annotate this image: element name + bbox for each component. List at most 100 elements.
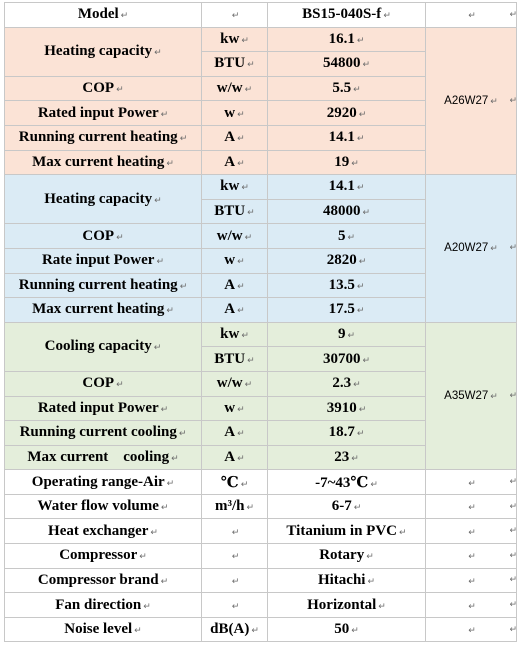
table-row: BTU ↵ 54800 ↵	[5, 51, 517, 77]
table-row: COP ↵ w/w ↵ 5.5 ↵	[4, 75, 517, 102]
row-value: 9 ↵	[267, 321, 426, 348]
row-unit: ↵	[201, 567, 268, 594]
table-row: Heating capacity ↵ kw ↵ 14.1 ↵ A20W27 ↵ ↵	[4, 174, 517, 323]
row-unit: A ↵	[201, 124, 268, 151]
table-row: Compressor brand ↵ ↵ Hitachi ↵ ↵ ↵	[4, 567, 517, 594]
row-unit: kw ↵	[201, 174, 268, 200]
row-unit: BTU ↵	[201, 51, 268, 77]
row-value: Hitachi ↵	[267, 567, 426, 594]
row-value: 50 ↵	[267, 616, 426, 643]
table-row: Rated input Power ↵ w ↵ 3910 ↵	[4, 395, 517, 422]
table-row: Max current heating ↵ A ↵ 17.5 ↵	[4, 297, 517, 323]
row-unit: w ↵	[201, 247, 268, 274]
row-value: 54800 ↵	[267, 51, 426, 77]
row-label: Noise level ↵	[4, 616, 202, 643]
header-label: Model	[77, 6, 119, 23]
row-value: Horizontal ↵	[267, 592, 426, 618]
row-label: Fan direction ↵	[4, 592, 202, 618]
model-name: BS15-040S-f	[302, 6, 382, 23]
row-label: Rated input Power ↵	[4, 395, 202, 422]
row-label: Max current heating ↵	[4, 297, 202, 323]
row-value: 19 ↵	[267, 149, 426, 176]
row-value: Rotary ↵	[267, 543, 426, 569]
row-label: Rated input Power ↵	[4, 100, 202, 126]
table-row: Operating range-Air ↵ ℃ ↵ -7~43℃ ↵ ↵ ↵	[4, 469, 517, 495]
row-label: Compressor brand ↵	[4, 567, 202, 594]
header-row: Model ↵ ↵ BS15-040S-f ↵ ↵ ↵	[4, 2, 517, 28]
row-unit: w/w ↵	[201, 75, 268, 102]
row-value: -7~43℃ ↵	[267, 469, 426, 495]
row-unit: BTU ↵	[201, 198, 268, 225]
row-unit: ↵	[201, 592, 268, 618]
test-condition: A20W27 ↵ ↵	[425, 174, 517, 323]
row-unit: ↵	[201, 543, 268, 569]
row-unit: dB(A) ↵	[201, 616, 268, 643]
row-value: 2820 ↵	[267, 247, 426, 274]
test-condition: A35W27 ↵ ↵	[425, 321, 517, 471]
row-unit: A ↵	[201, 297, 268, 323]
table-row: Max current heating ↵ A ↵ 19 ↵	[4, 149, 517, 176]
row-label: Heating capacity ↵	[4, 26, 202, 77]
table-row: COP ↵ w/w ↵ 5 ↵	[4, 223, 517, 249]
row-unit: A ↵	[201, 272, 268, 299]
table-row: Running current heating ↵ A ↵ 13.5 ↵	[4, 272, 517, 299]
spec-table: Model ↵ ↵ BS15-040S-f ↵ ↵ ↵ Heating capacit…	[4, 2, 517, 643]
row-label: Compressor ↵	[4, 543, 202, 569]
row-value: 30700 ↵	[267, 346, 426, 372]
row-value: 18.7 ↵	[267, 420, 426, 446]
row-label: Heating capacity ↵	[4, 174, 202, 225]
row-label: Max current cooling ↵	[4, 444, 202, 471]
row-label: Operating range-Air ↵	[4, 469, 202, 495]
row-unit: w/w ↵	[201, 223, 268, 249]
row-value: 2920 ↵	[267, 100, 426, 126]
row-label: Water flow volume ↵	[4, 493, 202, 520]
model-cell: BS15-040S-f ↵	[267, 2, 426, 28]
row-label: Cooling capacity ↵	[4, 321, 202, 372]
row-value: 5 ↵	[267, 223, 426, 249]
table-row: Compressor ↵ ↵ Rotary ↵ ↵ ↵	[4, 543, 517, 569]
table-row: Running current cooling ↵ A ↵ 18.7 ↵	[4, 420, 517, 446]
row-label: COP ↵	[4, 75, 202, 102]
table-row: Water flow volume ↵ m³/h ↵ 6-7 ↵ ↵ ↵	[4, 493, 517, 520]
row-value: 5.5 ↵	[267, 75, 426, 102]
row-label: Max current heating ↵	[4, 149, 202, 176]
row-value: 13.5 ↵	[267, 272, 426, 299]
row-unit: ↵	[201, 518, 268, 545]
row-unit: w ↵	[201, 395, 268, 422]
row-value: Titanium in PVC ↵	[267, 518, 426, 545]
row-label: COP ↵	[4, 370, 202, 397]
table-row: COP ↵ w/w ↵ 2.3 ↵	[4, 370, 517, 397]
row-unit: kw ↵	[201, 26, 268, 53]
row-value: 23 ↵	[267, 444, 426, 471]
table-row: Rate input Power ↵ w ↵ 2820 ↵	[4, 247, 517, 274]
row-value: 17.5 ↵	[267, 297, 426, 323]
row-value: 6-7 ↵	[267, 493, 426, 520]
table-row: Noise level ↵ dB(A) ↵ 50 ↵ ↵ ↵	[4, 616, 517, 643]
row-value: 14.1 ↵	[267, 124, 426, 151]
row-label: Rate input Power ↵	[4, 247, 202, 274]
row-unit: w/w ↵	[201, 370, 268, 397]
row-label: COP ↵	[4, 223, 202, 249]
row-unit: ℃ ↵	[201, 469, 268, 495]
row-value: 3910 ↵	[267, 395, 426, 422]
row-unit: A ↵	[201, 444, 268, 471]
table-row: Running current heating ↵ A ↵ 14.1 ↵	[4, 124, 517, 151]
row-label: Running current cooling ↵	[4, 420, 202, 446]
table-row: BTU ↵ 30700 ↵	[5, 346, 517, 372]
table-row: BTU ↵ 48000 ↵	[5, 198, 517, 225]
row-unit: w ↵	[201, 100, 268, 126]
row-unit: BTU ↵	[201, 346, 268, 372]
table-row: Heat exchanger ↵ ↵ Titanium in PVC ↵ ↵ ↵	[4, 518, 517, 545]
row-value: 2.3 ↵	[267, 370, 426, 397]
row-unit: kw ↵	[201, 321, 268, 348]
table-row: Heating capacity ↵ kw ↵ 16.1 ↵ A26W27 ↵ ↵	[4, 26, 517, 176]
header-label-cell: Model ↵	[4, 2, 202, 28]
row-value: 16.1 ↵	[267, 26, 426, 53]
table-row: Max current cooling ↵ A ↵ 23 ↵	[4, 444, 517, 471]
row-value: 48000 ↵	[267, 198, 426, 225]
row-unit: A ↵	[201, 420, 268, 446]
test-condition: A26W27 ↵ ↵	[425, 26, 517, 176]
table-row: Fan direction ↵ ↵ Horizontal ↵ ↵ ↵	[4, 592, 517, 618]
row-unit: m³/h ↵	[201, 493, 268, 520]
row-label: Running current heating ↵	[4, 124, 202, 151]
